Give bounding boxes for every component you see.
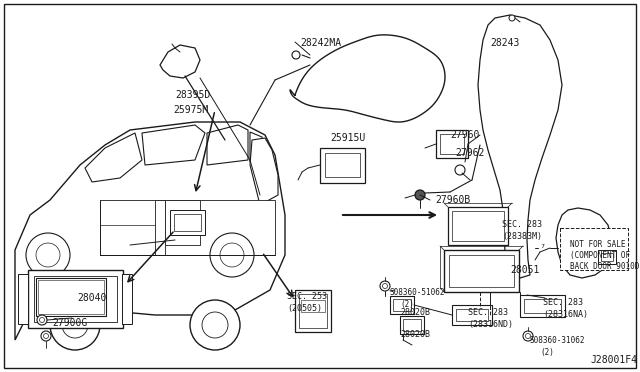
Polygon shape: [165, 200, 200, 245]
Bar: [301, 300, 325, 312]
Circle shape: [210, 233, 254, 277]
Text: (2): (2): [400, 300, 414, 309]
Text: (28383M): (28383M): [502, 232, 542, 241]
Polygon shape: [100, 200, 275, 255]
Bar: [174, 214, 201, 231]
Circle shape: [50, 300, 100, 350]
Text: 28395D: 28395D: [175, 90, 211, 100]
Text: 27962: 27962: [455, 148, 484, 158]
Bar: [299, 294, 327, 328]
Text: 27960: 27960: [450, 130, 479, 140]
Circle shape: [36, 243, 60, 267]
Bar: [598, 250, 616, 264]
Bar: [36, 278, 106, 316]
Circle shape: [383, 283, 387, 289]
Polygon shape: [250, 132, 265, 162]
Bar: [122, 274, 132, 324]
Text: 27960B: 27960B: [435, 195, 470, 205]
Bar: [452, 305, 492, 325]
Polygon shape: [155, 200, 165, 255]
Text: 7: 7: [540, 244, 544, 248]
Circle shape: [523, 331, 533, 341]
Circle shape: [41, 331, 51, 341]
Polygon shape: [85, 133, 142, 182]
Bar: [456, 309, 488, 321]
Bar: [28, 270, 123, 328]
Text: 28020B: 28020B: [400, 308, 430, 317]
Text: SEC. 283: SEC. 283: [468, 308, 508, 317]
Circle shape: [190, 300, 240, 350]
Text: (COMPONENT OF: (COMPONENT OF: [570, 251, 630, 260]
Bar: [444, 250, 519, 292]
Circle shape: [40, 317, 45, 323]
Bar: [436, 130, 468, 158]
Bar: [34, 276, 117, 322]
Bar: [601, 253, 613, 261]
Circle shape: [509, 15, 515, 21]
Polygon shape: [160, 45, 200, 78]
Polygon shape: [15, 122, 285, 340]
Bar: [448, 207, 508, 245]
Circle shape: [26, 233, 70, 277]
Circle shape: [44, 334, 49, 339]
Bar: [440, 134, 464, 154]
Text: 28242MA: 28242MA: [300, 38, 341, 48]
Circle shape: [62, 312, 88, 338]
Bar: [520, 295, 565, 317]
Text: (28316ND): (28316ND): [468, 320, 513, 329]
Text: 27900G: 27900G: [52, 318, 87, 328]
Bar: [18, 274, 28, 324]
Circle shape: [380, 281, 390, 291]
Bar: [560, 228, 628, 270]
Bar: [38, 280, 104, 314]
Bar: [325, 153, 360, 177]
Polygon shape: [556, 208, 612, 278]
Bar: [320, 148, 365, 183]
Text: 25915U: 25915U: [330, 133, 365, 143]
Text: (28316NA): (28316NA): [543, 310, 588, 319]
Polygon shape: [207, 125, 248, 165]
Bar: [170, 210, 205, 235]
Bar: [393, 299, 411, 311]
Bar: [295, 290, 331, 332]
Circle shape: [525, 334, 531, 339]
Bar: [524, 299, 561, 313]
Text: 28020B: 28020B: [400, 330, 430, 339]
Text: BACK DOOR 9010D): BACK DOOR 9010D): [570, 262, 640, 271]
Bar: [449, 255, 514, 287]
Bar: [400, 316, 424, 334]
Text: (2): (2): [540, 348, 554, 357]
Circle shape: [202, 312, 228, 338]
Circle shape: [415, 190, 425, 200]
Circle shape: [220, 243, 244, 267]
Text: 28051: 28051: [510, 265, 540, 275]
Bar: [452, 211, 504, 241]
Polygon shape: [478, 15, 562, 278]
Text: S08360-51062: S08360-51062: [390, 288, 445, 297]
Text: SEC. 283: SEC. 283: [502, 220, 542, 229]
Circle shape: [292, 51, 300, 59]
Circle shape: [37, 315, 47, 325]
Text: 28243: 28243: [490, 38, 520, 48]
Text: S08360-31062: S08360-31062: [530, 336, 586, 345]
Text: 28040: 28040: [77, 293, 106, 303]
Text: SEC. 253: SEC. 253: [287, 292, 327, 301]
Text: NOT FOR SALE: NOT FOR SALE: [570, 240, 625, 249]
Text: 25975M: 25975M: [173, 105, 208, 115]
Text: (20505): (20505): [287, 304, 322, 313]
Text: SEC. 283: SEC. 283: [543, 298, 583, 307]
Bar: [390, 296, 414, 314]
Polygon shape: [142, 125, 205, 165]
Bar: [403, 319, 421, 331]
Circle shape: [455, 165, 465, 175]
Polygon shape: [250, 138, 278, 205]
Text: J28001F4: J28001F4: [590, 355, 637, 365]
